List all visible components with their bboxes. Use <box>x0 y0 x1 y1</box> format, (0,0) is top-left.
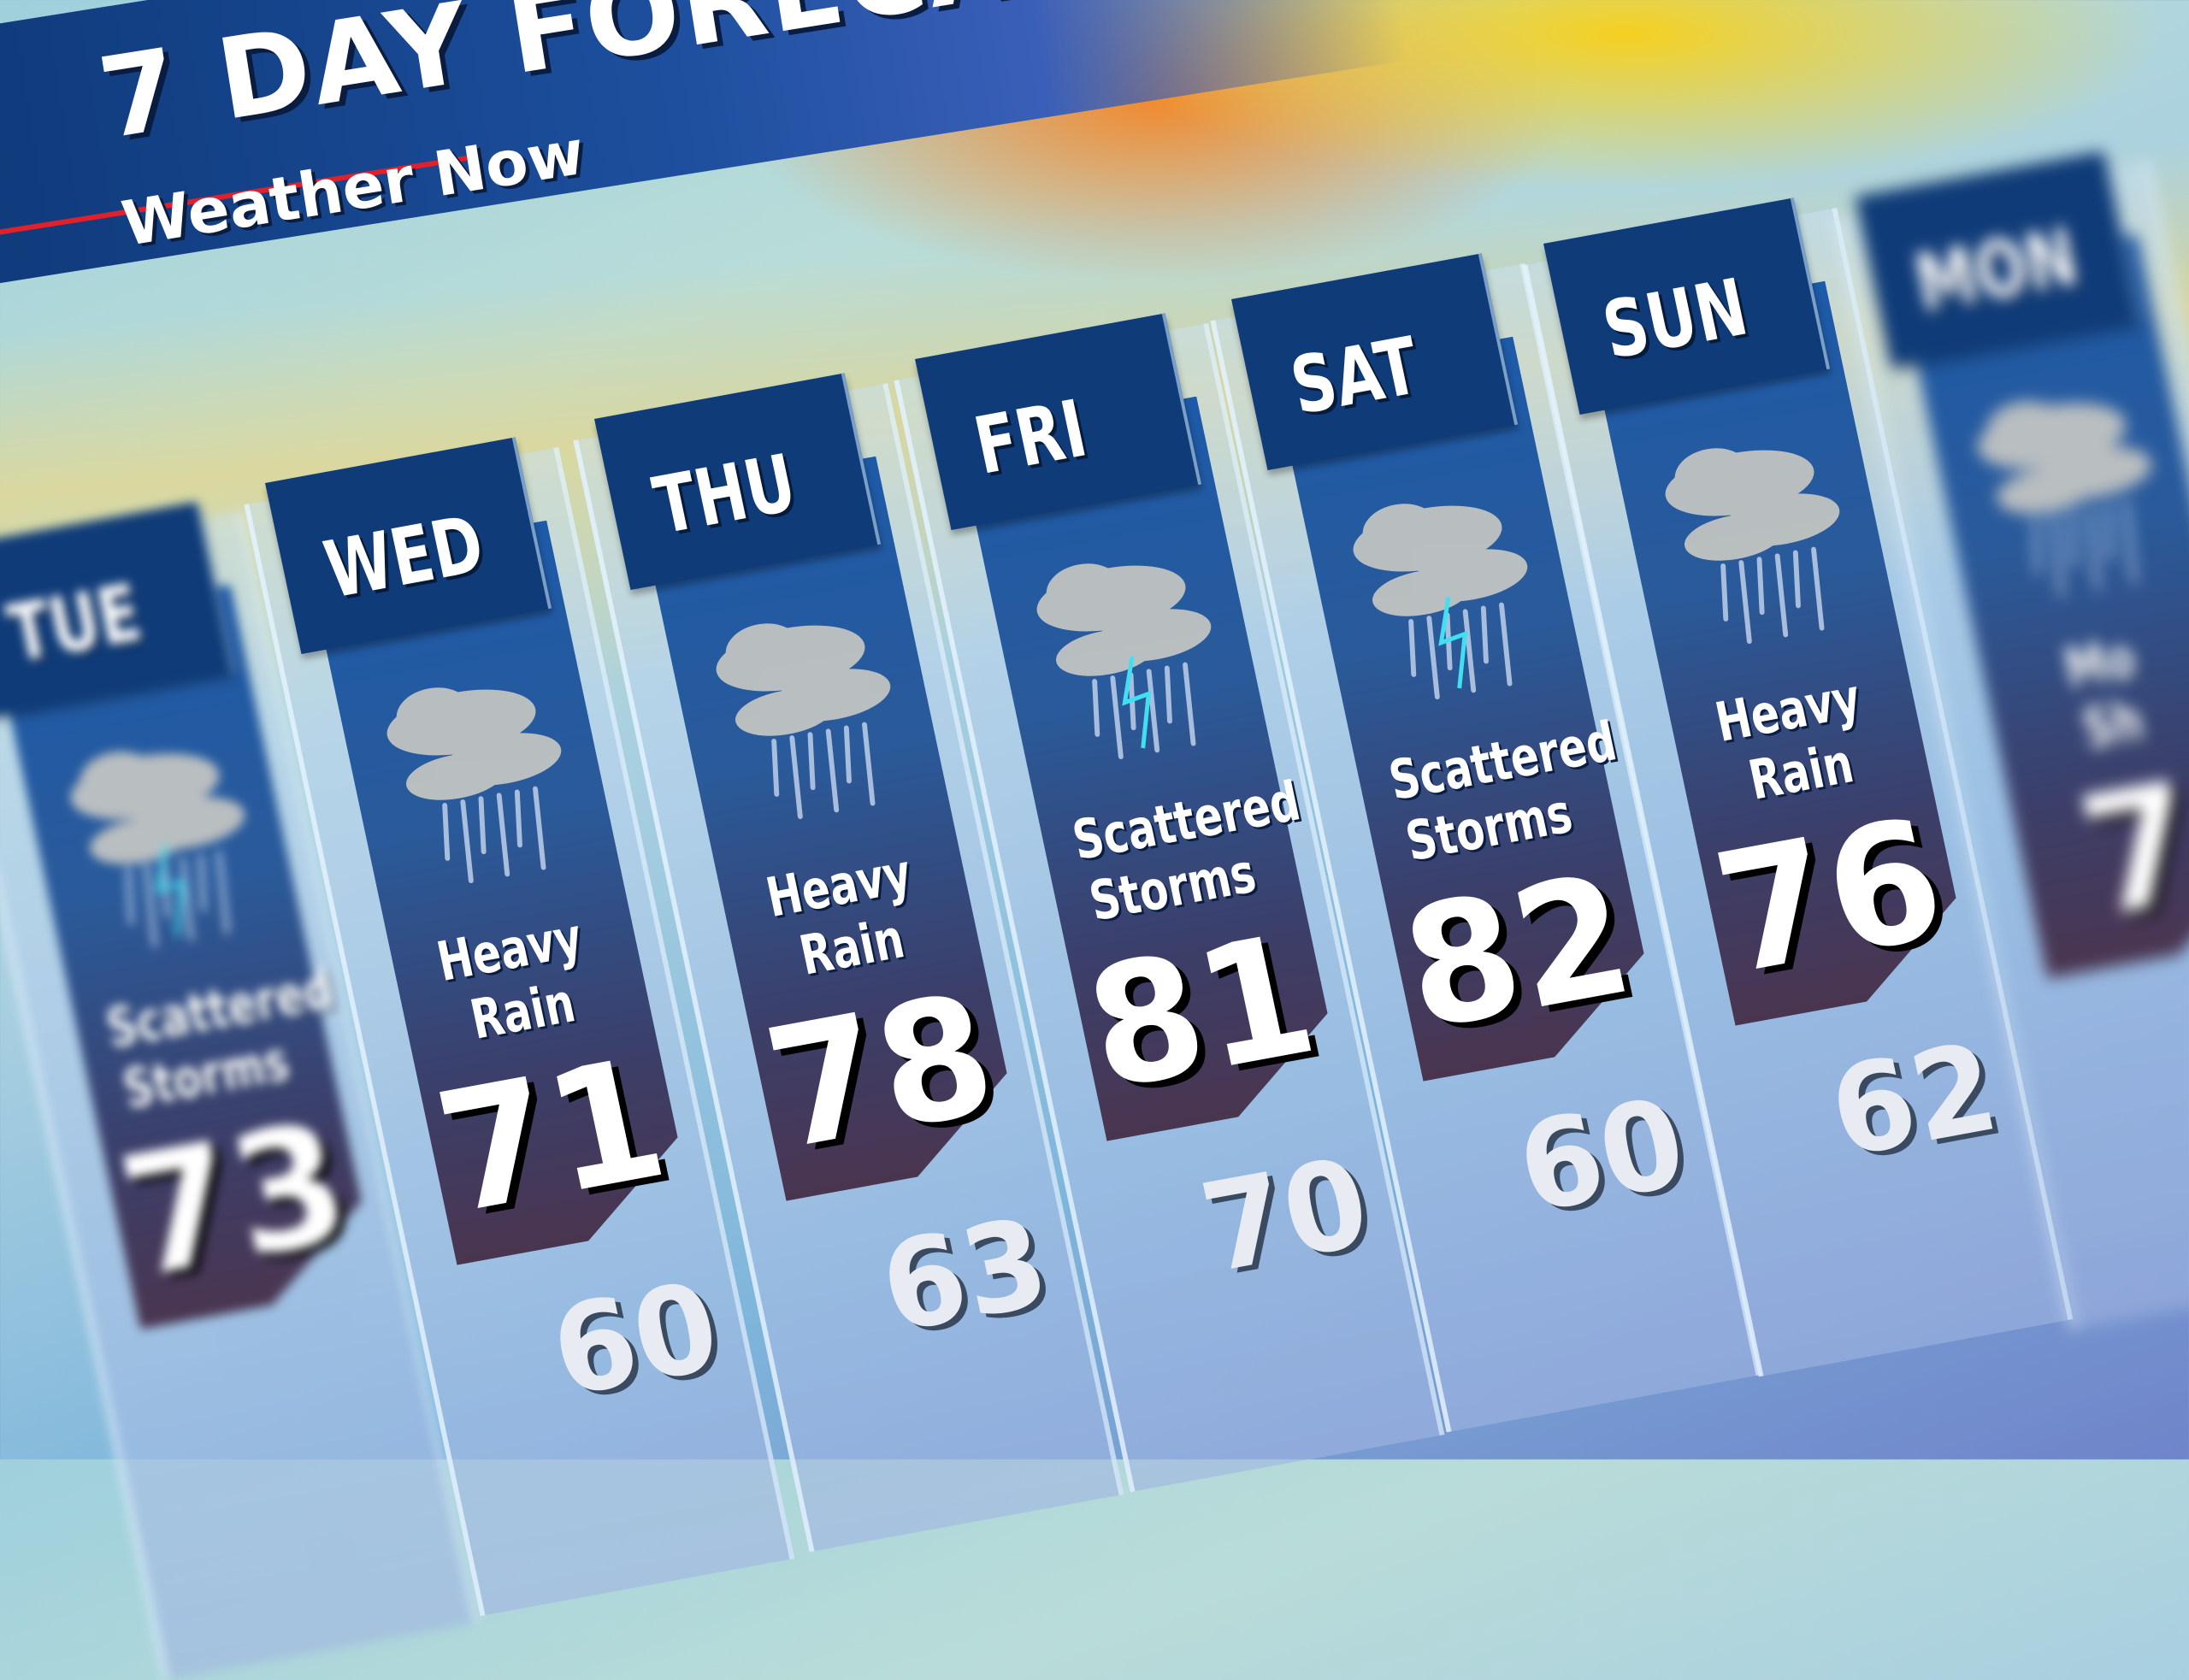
thunderstorm-icon <box>44 716 288 974</box>
heavy-rain-icon <box>689 587 934 846</box>
high-temperature: 78 <box>751 958 1010 1187</box>
day-label: SAT <box>1283 320 1427 433</box>
day-label: WED <box>316 498 492 617</box>
high-temperature: 71 <box>422 1022 681 1251</box>
day-label: THU <box>646 437 804 553</box>
forecast-day-sat: SAT Scattered Storms 82 60 <box>1210 252 1761 1433</box>
day-label: TUE <box>0 567 150 681</box>
day-label: FRI <box>966 383 1094 493</box>
heavy-rain-icon <box>1638 412 1883 670</box>
high-temperature: 81 <box>1071 898 1331 1127</box>
day-label: SUN <box>1595 262 1755 378</box>
day-label: MON <box>1907 211 2086 331</box>
thunderstorm-icon <box>1010 528 1254 786</box>
forecast-day-fri: FRI Scattered Storms 81 70 <box>894 312 1445 1493</box>
high-temperature: 76 <box>1700 782 1959 1011</box>
forecast-day-mon: MON Mo Sh 7 <box>1834 150 2189 1330</box>
heavy-rain-icon <box>1950 365 2189 623</box>
thunderstorm-icon <box>1326 468 1571 726</box>
high-temperature: 82 <box>1388 838 1647 1067</box>
forecast-day-sun: SUN Heavy Rain 76 62 <box>1522 197 2074 1377</box>
forecast-day-tue: TUE Scattered Storms 73 <box>0 500 479 1680</box>
forecast-day-wed: WED Heavy Rain 71 60 <box>244 436 795 1617</box>
heavy-rain-icon <box>360 651 605 910</box>
forecast-day-thu: THU Heavy Rain 78 63 <box>573 372 1124 1553</box>
high-temperature: 73 <box>105 1086 364 1315</box>
